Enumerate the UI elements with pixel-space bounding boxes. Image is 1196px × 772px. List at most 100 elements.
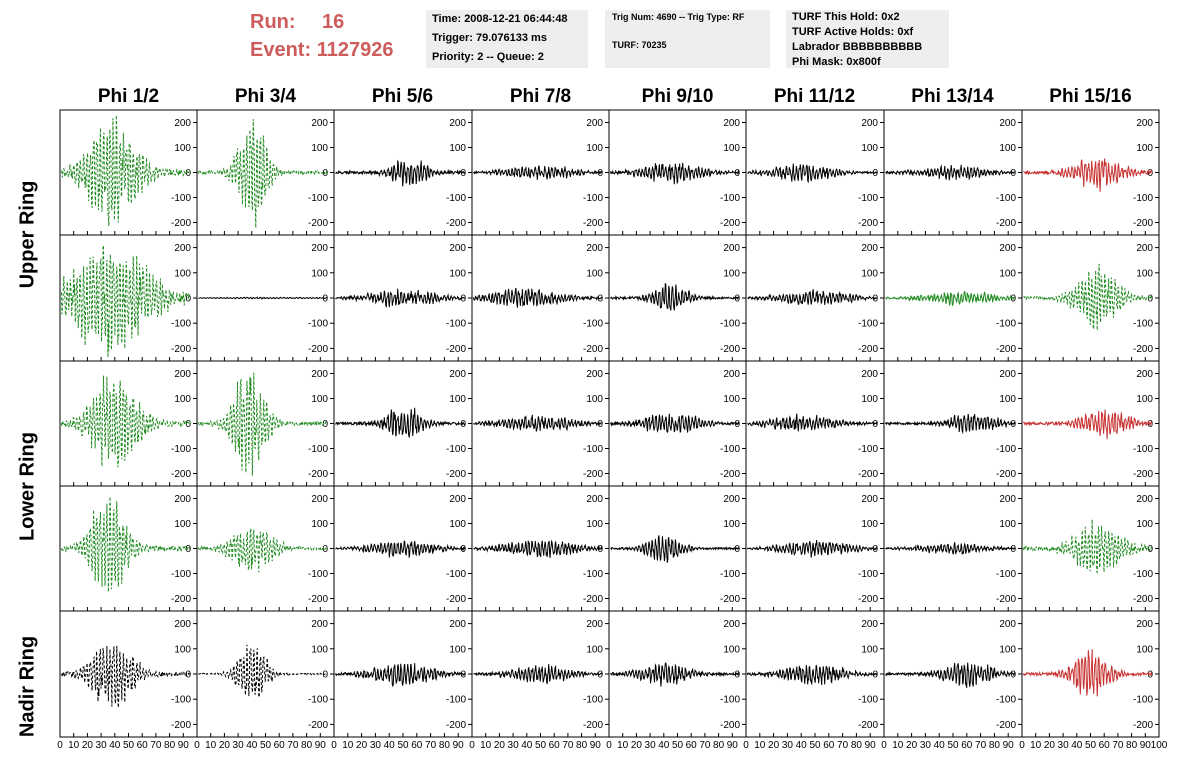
turf-text: TURF: 70235 xyxy=(612,40,667,50)
y-tick-label: 200 xyxy=(586,118,603,129)
waveform-trace xyxy=(609,413,740,434)
y-tick-label: 0 xyxy=(322,419,328,430)
waveform-trace xyxy=(884,413,1016,435)
waveform-trace xyxy=(885,164,1016,181)
y-tick-label: -100 xyxy=(446,695,466,706)
y-tick-label: 100 xyxy=(174,143,191,154)
y-tick-label: 100 xyxy=(723,519,740,530)
panel-r4-c8: -200 -100 0 100 200 xyxy=(1021,485,1160,612)
x-tick-label: 90 xyxy=(865,740,877,751)
y-tick-label: 200 xyxy=(723,369,740,380)
y-tick-label: 200 xyxy=(723,118,740,129)
y-tick-label: -200 xyxy=(583,720,603,731)
y-tick-label: 100 xyxy=(174,644,191,655)
y-tick-label: 100 xyxy=(861,143,878,154)
y-tick-label: 100 xyxy=(174,268,191,279)
y-tick-label: 100 xyxy=(861,268,878,279)
priority-text: Priority: 2 -- Queue: 2 xyxy=(432,51,544,63)
x-tick-label: 80 xyxy=(1126,740,1138,751)
waveform-trace xyxy=(197,528,328,573)
trig-num-text: Trig Num: 4690 -- Trig Type: RF xyxy=(612,12,745,22)
panel-r5-c2: -200 -100 0 100 200 0 10 20 30 40 50 60 70 80 90 xyxy=(194,610,335,751)
waveform-trace xyxy=(334,663,466,688)
y-tick-label: 0 xyxy=(597,419,603,430)
waveform-trace xyxy=(609,282,740,311)
y-tick-label: -200 xyxy=(583,469,603,480)
waveform-trace xyxy=(198,296,328,300)
y-tick-label: -200 xyxy=(583,594,603,605)
y-tick-label: -200 xyxy=(1133,218,1153,229)
x-tick-label: 10 xyxy=(342,740,354,751)
y-tick-label: -100 xyxy=(583,193,603,204)
panel-r2-c6: -200 -100 0 100 200 xyxy=(745,234,885,362)
waveform-trace xyxy=(197,119,328,228)
y-tick-label: 0 xyxy=(460,168,466,179)
x-tick-label: 70 xyxy=(837,740,849,751)
x-tick-label: 50 xyxy=(672,740,684,751)
y-tick-label: 100 xyxy=(999,143,1016,154)
panel-r4-c4: -200 -100 0 100 200 xyxy=(471,485,610,612)
y-tick-label: 100 xyxy=(449,268,466,279)
y-tick-label: -100 xyxy=(720,319,740,330)
y-tick-label: 200 xyxy=(999,494,1016,505)
waveform-trace xyxy=(1022,649,1153,697)
waveform-trace xyxy=(60,115,191,227)
x-tick-label: 100 xyxy=(1151,740,1168,751)
turf-hold-text: TURF This Hold: 0x2 xyxy=(792,11,900,23)
y-tick-label: 0 xyxy=(1147,294,1153,305)
y-tick-label: 0 xyxy=(322,544,328,555)
waveform-trace xyxy=(746,540,878,558)
y-tick-label: -100 xyxy=(171,695,191,706)
x-tick-label: 80 xyxy=(989,740,1001,751)
x-tick-label: 20 xyxy=(356,740,368,751)
x-tick-label: 70 xyxy=(699,740,711,751)
y-tick-label: 100 xyxy=(586,644,603,655)
y-tick-label: -200 xyxy=(171,594,191,605)
event-label: Event: xyxy=(250,39,312,61)
x-tick-label: 60 xyxy=(549,740,561,751)
y-tick-label: -200 xyxy=(171,344,191,355)
waveform-trace xyxy=(885,542,1016,555)
y-tick-label: 200 xyxy=(174,118,191,129)
y-tick-label: 200 xyxy=(861,118,878,129)
y-tick-label: -200 xyxy=(1133,594,1153,605)
x-tick-label: 30 xyxy=(920,740,932,751)
x-tick-label: 90 xyxy=(178,740,190,751)
panel-r2-c2: -200 -100 0 100 200 xyxy=(196,234,335,362)
y-tick-label: -100 xyxy=(996,569,1016,580)
panel-r4-c2: -200 -100 0 100 200 xyxy=(196,485,335,612)
x-tick-label: 10 xyxy=(480,740,492,751)
y-tick-label: 100 xyxy=(861,644,878,655)
x-tick-label: 40 xyxy=(658,740,670,751)
x-tick-label: 50 xyxy=(535,740,547,751)
y-tick-label: 100 xyxy=(1136,644,1153,655)
y-tick-label: -200 xyxy=(1133,720,1153,731)
x-tick-label: 90 xyxy=(453,740,465,751)
y-tick-label: -200 xyxy=(996,344,1016,355)
waveform-trace xyxy=(747,289,878,305)
x-tick-label: 40 xyxy=(384,740,396,751)
x-tick-label: 30 xyxy=(370,740,382,751)
x-tick-label: 80 xyxy=(851,740,863,751)
y-tick-label: 200 xyxy=(1136,494,1153,505)
y-tick-label: -100 xyxy=(446,569,466,580)
y-tick-label: 200 xyxy=(311,494,328,505)
x-tick-label: 40 xyxy=(796,740,808,751)
y-tick-label: -100 xyxy=(308,444,328,455)
y-tick-label: 100 xyxy=(449,644,466,655)
x-tick-label: 60 xyxy=(137,740,149,751)
y-tick-label: -200 xyxy=(996,594,1016,605)
panel-r5-c4: -200 -100 0 100 200 0 10 20 30 40 50 60 70 80 90 xyxy=(469,610,610,751)
x-tick-label: 80 xyxy=(301,740,313,751)
x-tick-label: 50 xyxy=(397,740,409,751)
panel-r3-c2: -200 -100 0 100 200 xyxy=(196,360,335,487)
waveform-trace xyxy=(1022,409,1153,440)
run-value: 16 xyxy=(322,11,345,33)
waveform-trace xyxy=(198,644,328,699)
x-tick-label: 20 xyxy=(906,740,918,751)
y-tick-label: 0 xyxy=(872,670,878,681)
y-tick-label: -200 xyxy=(308,469,328,480)
